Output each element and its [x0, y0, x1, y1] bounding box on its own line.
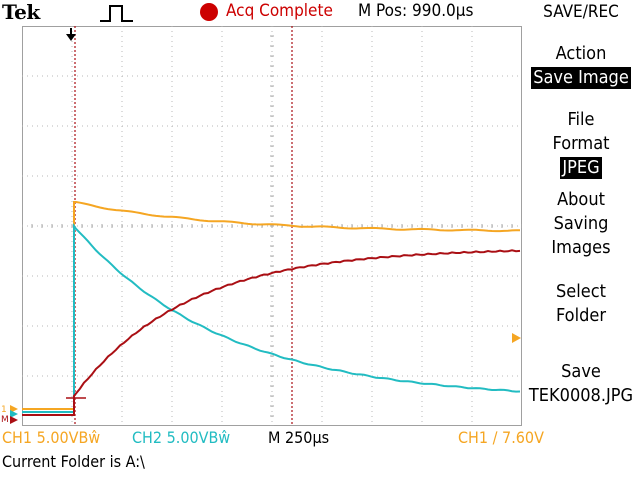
- menu-save-label: Save: [561, 361, 601, 382]
- horizontal-position-readout: M Pos: 990.0µs: [358, 1, 474, 21]
- channel-ground-markers: 1 M: [1, 405, 18, 425]
- menu-action-value: Save Image: [531, 67, 631, 89]
- menu-file-format-label-1: File: [567, 109, 595, 130]
- channel-status-bar: CH1 5.00VBŵ CH2 5.00VBŵ M 250µs CH1 ∕ 7.…: [0, 428, 640, 450]
- side-menu: Action Save Image File Format JPEG About…: [522, 36, 640, 416]
- trigger-level-marker: [512, 333, 521, 343]
- trigger-readout: CH1 ∕ 7.60V: [458, 428, 544, 447]
- menu-file-format-button[interactable]: File Format JPEG: [522, 108, 640, 180]
- menu-select-folder-label-1: Select: [556, 281, 606, 302]
- menu-save-button[interactable]: Save TEK0008.JPG: [522, 360, 640, 408]
- ch1-scale-readout: CH1 5.00VBŵ: [2, 428, 101, 447]
- menu-action-label: Action: [555, 43, 607, 64]
- graticule-grid: [22, 26, 522, 426]
- svg-text:1: 1: [1, 405, 7, 415]
- brand-logo: Tek: [2, 0, 40, 24]
- menu-title: SAVE/REC: [543, 2, 619, 22]
- ch1-waveform: [22, 201, 520, 410]
- acquisition-status-icon: [200, 3, 218, 21]
- menu-save-filename: TEK0008.JPG: [528, 385, 634, 406]
- trigger-position-marker: [66, 28, 76, 41]
- menu-about-saving-button[interactable]: About Saving Images: [522, 188, 640, 260]
- menu-file-format-value: JPEG: [560, 157, 602, 179]
- trigger-pulse-icon: [100, 5, 133, 22]
- acquisition-status: Acq Complete: [226, 1, 333, 21]
- math-waveform: [22, 249, 521, 416]
- menu-file-format-label-2: Format: [552, 133, 610, 154]
- status-header: Tek Acq Complete M Pos: 990.0µs: [0, 0, 522, 24]
- ch2-waveform: [22, 222, 521, 413]
- menu-about-label-1: About: [557, 189, 605, 210]
- current-folder-readout: Current Folder is A:\: [2, 452, 145, 471]
- waveform-display: [22, 26, 522, 426]
- menu-select-folder-button[interactable]: Select Folder: [522, 280, 640, 328]
- ch2-scale-readout: CH2 5.00VBŵ: [132, 428, 231, 447]
- menu-about-label-2: Saving: [553, 213, 609, 234]
- menu-select-folder-label-2: Folder: [556, 305, 606, 326]
- svg-text:M: M: [1, 415, 9, 425]
- menu-action-button[interactable]: Action Save Image: [522, 42, 640, 90]
- menu-about-label-3: Images: [551, 237, 611, 258]
- timebase-readout: M 250µs: [268, 428, 330, 447]
